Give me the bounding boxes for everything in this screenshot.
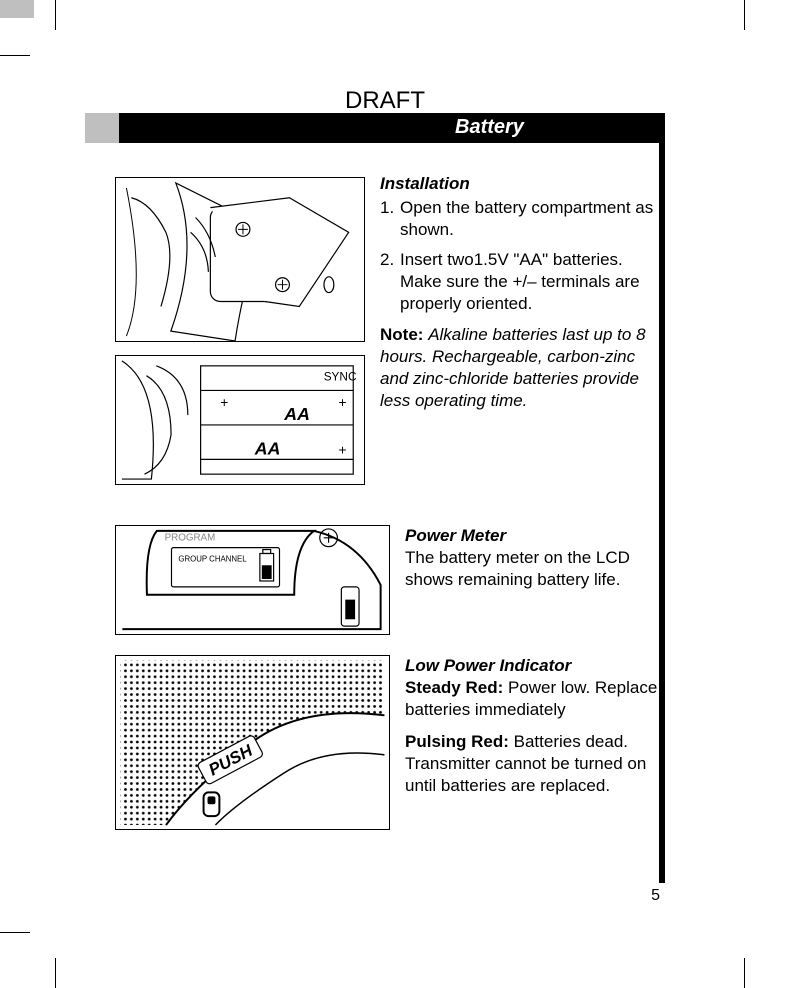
header-bar: Battery xyxy=(85,113,665,143)
figure-open-compartment xyxy=(115,177,365,342)
figure-low-power-led: PUSH xyxy=(115,655,390,830)
power-meter-section: Power Meter The battery meter on the LCD… xyxy=(405,525,655,591)
figure-power-meter: PROGRAM GROUP CHANNEL xyxy=(115,525,390,635)
steady-red: Steady Red: Power low. Replace batteries… xyxy=(405,677,660,721)
svg-text:SYNC: SYNC xyxy=(324,370,357,384)
note-label: Note: xyxy=(380,325,423,344)
low-power-heading: Low Power Indicator xyxy=(405,655,660,677)
figure-insert-batteries: SYNC + + AA + AA xyxy=(115,355,365,485)
power-meter-heading: Power Meter xyxy=(405,525,655,547)
side-grey-block xyxy=(0,0,34,18)
page-title: Battery xyxy=(455,116,524,139)
draft-label: DRAFT xyxy=(345,87,425,115)
step-text: Insert two1.5V "AA" batteries. Make sure… xyxy=(400,249,655,315)
svg-text:AA: AA xyxy=(254,438,281,458)
installation-steps: 1. Open the battery compartment as shown… xyxy=(380,197,655,315)
step-text: Open the battery compartment as shown. xyxy=(400,197,655,241)
power-meter-body: The battery meter on the LCD shows remai… xyxy=(405,547,655,591)
step-2: 2. Insert two1.5V "AA" batteries. Make s… xyxy=(380,249,655,315)
installation-section: Installation 1. Open the battery compart… xyxy=(380,173,655,412)
page-number: 5 xyxy=(651,887,660,905)
step-1: 1. Open the battery compartment as shown… xyxy=(380,197,655,241)
pulsing-red: Pulsing Red: Batteries dead. Transmitter… xyxy=(405,731,660,797)
installation-heading: Installation xyxy=(380,173,655,195)
svg-text:+: + xyxy=(338,395,346,410)
svg-text:AA: AA xyxy=(283,404,310,424)
steady-red-label: Steady Red: xyxy=(405,678,503,697)
step-number: 1. xyxy=(380,197,400,241)
svg-text:GROUP CHANNEL: GROUP CHANNEL xyxy=(178,554,247,563)
step-number: 2. xyxy=(380,249,400,315)
installation-note: Note: Alkaline batteries last up to 8 ho… xyxy=(380,324,655,412)
pulsing-red-label: Pulsing Red: xyxy=(405,732,509,751)
page: DRAFT Battery xyxy=(85,95,680,895)
svg-text:+: + xyxy=(338,442,346,457)
svg-text:+: + xyxy=(220,395,228,410)
low-power-section: Low Power Indicator Steady Red: Power lo… xyxy=(405,655,660,798)
svg-text:PROGRAM: PROGRAM xyxy=(165,533,216,544)
